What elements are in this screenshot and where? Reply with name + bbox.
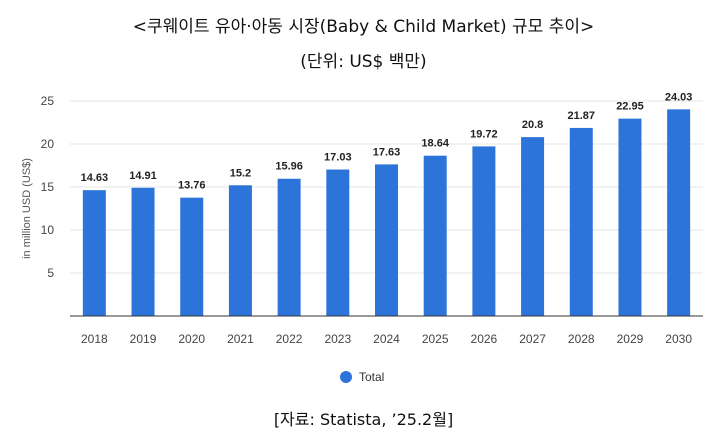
x-axis: 2018 2019 2020 2021 2022 2023 2024 2025 2026 2027… — [70, 315, 703, 346]
bar — [569, 127, 593, 316]
data-label: 18.64 — [421, 138, 449, 150]
data-label: 13.76 — [178, 180, 206, 192]
bar — [180, 197, 204, 316]
bar — [131, 187, 155, 316]
data-label: 17.63 — [373, 146, 401, 158]
y-axis-title: in million USD (US$) — [21, 158, 33, 259]
x-tick-label: 2025 — [422, 332, 449, 346]
y-tick-label: 10 — [41, 223, 55, 237]
x-tick-label: 2030 — [665, 332, 692, 346]
data-label: 17.03 — [324, 152, 352, 164]
data-label: 21.87 — [568, 110, 596, 122]
chart-unit-subtitle: (단위: US$ 백만) — [300, 52, 427, 72]
chart-title: <쿠웨이트 유아·아동 시장(Baby & Child Market) 규모 추… — [132, 17, 595, 37]
x-tick-label: 2018 — [81, 332, 108, 346]
legend-marker — [340, 371, 352, 383]
y-tick-label: 15 — [41, 180, 55, 194]
bar — [277, 178, 301, 316]
data-label: 14.63 — [81, 172, 109, 184]
y-tick-label: 25 — [41, 94, 55, 108]
legend-label: Total — [359, 370, 384, 384]
y-tick-label: 20 — [41, 137, 55, 151]
data-label: 15.2 — [230, 167, 251, 179]
data-label: 22.95 — [616, 101, 644, 113]
bar — [618, 118, 642, 316]
x-tick-label: 2019 — [130, 332, 157, 346]
data-label: 15.96 — [275, 161, 303, 173]
x-tick-label: 2026 — [471, 332, 498, 346]
source-note: [자료: Statista, ’25.2월] — [273, 410, 454, 429]
data-label: 24.03 — [665, 91, 693, 103]
data-label: 19.72 — [470, 128, 498, 140]
x-tick-label: 2029 — [617, 332, 644, 346]
x-tick-label: 2023 — [324, 332, 351, 346]
x-tick-label: 2027 — [519, 332, 546, 346]
bar — [423, 155, 447, 316]
bar — [667, 109, 691, 316]
data-label: 14.91 — [129, 170, 157, 182]
x-tick-label: 2028 — [568, 332, 595, 346]
y-tick-label: 5 — [47, 266, 54, 280]
bar — [228, 185, 252, 316]
bar — [82, 190, 106, 316]
x-tick-label: 2022 — [276, 332, 303, 346]
legend: Total — [340, 370, 384, 384]
data-label: 20.8 — [522, 119, 543, 131]
x-tick-label: 2024 — [373, 332, 400, 346]
x-tick-label: 2020 — [178, 332, 205, 346]
y-axis: 5 10 15 20 25 in million USD (US$) — [21, 94, 54, 280]
bar — [375, 164, 398, 316]
bar — [472, 146, 496, 316]
x-tick-label: 2021 — [227, 332, 254, 346]
bars: 14.63 14.91 13.76 15.2 15.96 17.03 17.63 18.64 1… — [81, 91, 693, 316]
bar — [521, 137, 545, 316]
bar — [326, 169, 350, 316]
